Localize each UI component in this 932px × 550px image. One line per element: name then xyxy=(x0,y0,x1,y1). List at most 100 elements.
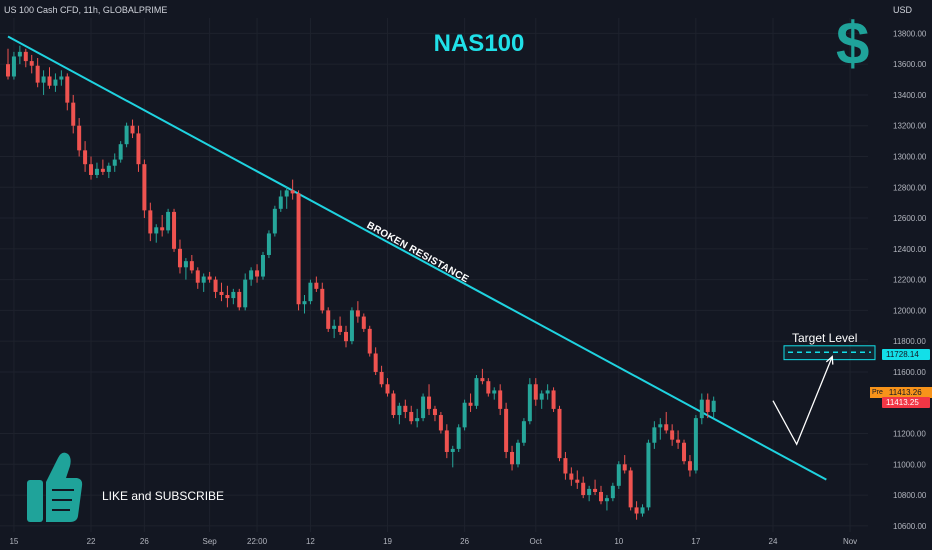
x-tick-label: 24 xyxy=(769,537,778,546)
candle xyxy=(444,424,449,459)
candle xyxy=(498,384,503,416)
candle xyxy=(100,159,105,175)
x-tick-label: Oct xyxy=(530,537,543,546)
x-tick-label: 15 xyxy=(9,537,18,546)
candle xyxy=(385,378,390,397)
candle xyxy=(610,482,615,502)
candle xyxy=(344,325,349,348)
candle xyxy=(349,307,354,345)
candle xyxy=(266,230,271,259)
y-tick-label: 12400.00 xyxy=(893,245,927,254)
candle xyxy=(539,390,544,409)
candle xyxy=(284,187,289,209)
candle xyxy=(646,439,651,511)
y-tick-label: 13600.00 xyxy=(893,60,927,69)
candle xyxy=(207,271,212,283)
y-tick-label: 13000.00 xyxy=(893,153,927,162)
candle xyxy=(575,470,580,489)
y-tick-label: 11800.00 xyxy=(893,337,926,346)
candle xyxy=(373,347,378,376)
candle xyxy=(599,485,603,505)
candle xyxy=(486,378,491,397)
candle xyxy=(231,288,236,305)
candle xyxy=(124,122,129,148)
candle xyxy=(682,439,687,465)
candle xyxy=(438,411,443,434)
candle xyxy=(557,405,562,462)
candle xyxy=(409,405,414,425)
candle xyxy=(427,384,432,416)
candle xyxy=(53,73,58,92)
x-tick-label: Nov xyxy=(843,537,857,546)
candle xyxy=(587,485,592,502)
y-tick-label: 12000.00 xyxy=(893,306,927,315)
x-tick-label: 26 xyxy=(140,537,149,546)
candle xyxy=(569,467,574,486)
candle xyxy=(462,399,467,431)
candle xyxy=(705,393,710,419)
candle xyxy=(355,301,360,323)
candle xyxy=(260,251,265,280)
candle xyxy=(118,141,123,163)
candle xyxy=(213,276,218,299)
candle xyxy=(504,402,509,459)
candle xyxy=(172,208,177,252)
candle xyxy=(640,504,645,517)
candle xyxy=(308,279,313,305)
candle xyxy=(634,501,639,520)
candle xyxy=(272,205,277,237)
candle xyxy=(699,393,704,425)
candle xyxy=(604,495,609,511)
candle xyxy=(622,455,627,474)
candle xyxy=(183,258,188,280)
candle xyxy=(397,402,402,425)
y-tick-label: 13400.00 xyxy=(893,91,927,100)
candle xyxy=(290,179,295,200)
pre-market-tag: Pre 11413.26 xyxy=(870,387,932,398)
candle xyxy=(450,445,455,468)
candle xyxy=(47,67,52,89)
x-tick-label: 19 xyxy=(383,537,392,546)
candle xyxy=(11,51,16,80)
candle xyxy=(563,451,568,480)
projection-arrowhead xyxy=(825,355,834,365)
candle xyxy=(77,118,82,157)
thumbs-up-icon xyxy=(22,448,84,531)
candle xyxy=(628,467,633,511)
candle xyxy=(219,282,224,302)
candle xyxy=(201,273,206,292)
candle xyxy=(670,424,675,446)
candle xyxy=(177,239,182,274)
candle xyxy=(593,479,598,496)
candle xyxy=(361,313,366,332)
candle xyxy=(106,162,111,179)
candle xyxy=(711,396,716,419)
candle xyxy=(23,48,28,68)
y-tick-label: 10800.00 xyxy=(893,491,927,500)
candle xyxy=(243,273,248,311)
candle xyxy=(652,421,657,449)
candle xyxy=(314,276,319,292)
candle xyxy=(166,208,171,234)
candle xyxy=(255,264,260,283)
y-tick-label: 11200.00 xyxy=(893,430,926,439)
candle xyxy=(65,73,70,111)
pre-market-price: 11413.26 xyxy=(884,387,932,398)
symbol-info: US 100 Cash CFD, 11h, GLOBALPRIME xyxy=(4,5,168,15)
candle xyxy=(545,384,550,400)
candle xyxy=(29,54,34,74)
candle xyxy=(379,365,384,388)
candle xyxy=(320,282,325,314)
candle xyxy=(432,405,437,422)
candle xyxy=(154,224,159,243)
y-tick-label: 13800.00 xyxy=(893,29,927,38)
candle xyxy=(332,319,337,339)
candle xyxy=(551,387,556,412)
candle xyxy=(456,424,461,452)
candle xyxy=(83,141,88,172)
candle xyxy=(249,267,254,286)
candle xyxy=(71,94,76,134)
candle xyxy=(676,430,681,449)
candle xyxy=(41,70,46,95)
